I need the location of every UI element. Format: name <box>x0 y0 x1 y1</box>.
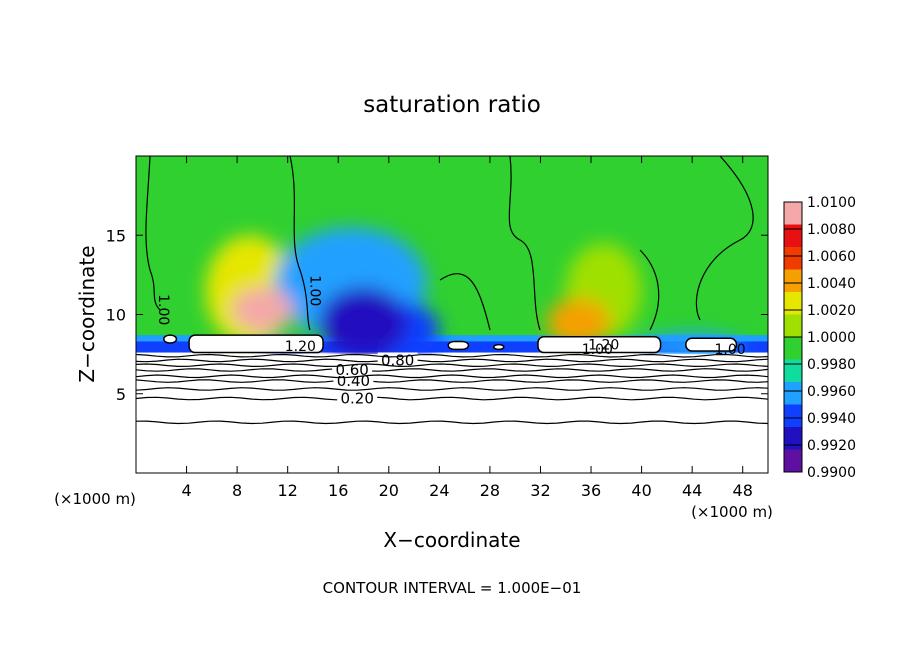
contour-line <box>136 353 768 358</box>
x-tick-label: 40 <box>631 481 651 500</box>
chart-title: saturation ratio <box>363 92 541 118</box>
contour-line <box>136 420 768 425</box>
contour-line <box>439 273 491 331</box>
plot-area: 0.200.400.600.801.20 1.201.00 1.001.001.00 <box>136 156 768 473</box>
contour-label: 1.20 <box>588 337 619 353</box>
colorbar-label: 0.9920 <box>807 438 856 454</box>
contour-line <box>508 156 541 331</box>
colorbar-label: 1.0060 <box>807 249 856 265</box>
colorbar-label: 0.9900 <box>807 465 856 481</box>
x-unit-left: (×1000 m) <box>54 490 136 508</box>
colorbar-label: 1.0040 <box>807 276 856 292</box>
contour-label: 1.00 <box>155 294 171 325</box>
cloud-region <box>447 340 470 351</box>
x-tick-label: 36 <box>581 481 601 500</box>
colorbar: 1.0100 1.0080 1.0060 1.0040 1.0020 1.0000 0.99… <box>783 195 856 481</box>
contour-label: 1.00 <box>714 342 745 358</box>
anomaly-blob <box>232 287 293 332</box>
contour-interval-footer: CONTOUR INTERVAL = 1.000E−01 <box>323 579 582 597</box>
contour-layer: 0.200.400.600.801.20 1.201.00 1.001.001.00 <box>136 156 768 425</box>
contour-line <box>145 156 161 311</box>
contour-label: 1.00 <box>582 342 613 358</box>
colorbar-segment <box>784 292 802 315</box>
x-unit-right: (×1000 m) <box>691 503 773 521</box>
colorbar-segment <box>784 427 802 450</box>
colorbar-segment <box>784 202 802 225</box>
x-tick-label: 16 <box>328 481 348 500</box>
y-tick-label: 10 <box>106 306 126 325</box>
x-tick-label: 12 <box>278 481 298 500</box>
x-tick-label: 48 <box>733 481 753 500</box>
cloud-region <box>537 335 662 354</box>
y-tick-label: 5 <box>116 385 126 404</box>
contour-line <box>136 363 768 368</box>
x-tick-label: 20 <box>379 481 399 500</box>
colorbar-segment <box>784 247 802 270</box>
cloud-layer <box>136 334 768 473</box>
colorbar-label: 1.0000 <box>807 330 856 346</box>
contour-line <box>136 374 768 379</box>
subcloud-region <box>136 354 768 473</box>
contour-line <box>136 368 768 372</box>
field-layer <box>136 156 768 359</box>
x-tick-label: 32 <box>530 481 550 500</box>
contour-line <box>289 156 311 331</box>
colorbar-label: 1.0020 <box>807 303 856 319</box>
y-axis-label: Z−coordinate <box>75 245 99 382</box>
x-tick-label: 4 <box>181 481 191 500</box>
colorbar-segment <box>784 337 802 360</box>
y-axis: 5 10 15 <box>106 226 768 404</box>
contour-line <box>136 379 768 383</box>
colorbar-segment <box>784 224 802 248</box>
contour-line <box>695 156 754 321</box>
colorbar-segment <box>784 314 802 338</box>
colorbar-label: 1.0080 <box>807 222 856 238</box>
colorbar-segment <box>784 359 802 383</box>
anomaly-blobs <box>205 227 743 359</box>
anomaly-blob <box>319 287 408 358</box>
colorbar-segment <box>784 449 802 473</box>
contour-line <box>136 387 768 391</box>
contour-line <box>136 396 768 401</box>
colorbar-label: 0.9960 <box>807 384 856 400</box>
colorbar-label: 1.0100 <box>807 195 856 211</box>
x-axis-label: X−coordinate <box>383 528 520 552</box>
contour-line <box>136 358 768 363</box>
x-tick-label: 28 <box>480 481 500 500</box>
colorbar-label: 0.9940 <box>807 411 856 427</box>
colorbar-segment <box>784 269 802 293</box>
x-tick-label: 44 <box>682 481 702 500</box>
contour-label: 0.20 <box>340 390 373 408</box>
anomaly-blob <box>546 298 611 347</box>
x-tick-label: 24 <box>429 481 449 500</box>
contour-label: 1.00 <box>306 275 322 306</box>
cloud-region <box>188 334 324 354</box>
y-tick-label: 15 <box>106 226 126 245</box>
x-tick-label: 8 <box>232 481 242 500</box>
x-axis: 4 8 12 16 20 24 28 32 36 40 44 48 <box>181 156 753 500</box>
colorbar-label: 0.9980 <box>807 357 856 373</box>
colorbar-segment <box>784 382 802 405</box>
colorbar-segment <box>784 404 802 428</box>
cloud-region <box>685 337 738 352</box>
cloud-region <box>492 343 505 351</box>
contour-line <box>639 249 660 331</box>
cloud-region <box>163 334 178 344</box>
contour-label: 1.20 <box>285 339 316 355</box>
